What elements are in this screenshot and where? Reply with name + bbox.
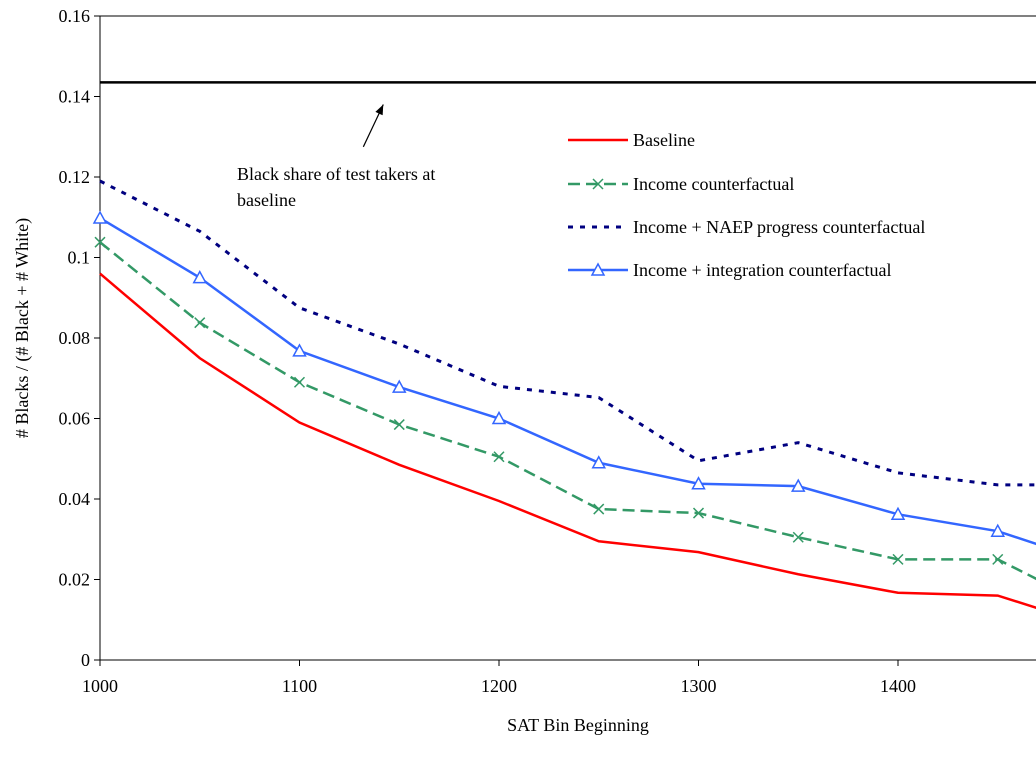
x-axis-title: SAT Bin Beginning (507, 715, 649, 735)
series-line (100, 242, 1036, 616)
y-tick-label: 0.04 (59, 489, 91, 509)
legend-item: Baseline (568, 130, 695, 150)
annotation-group: Black share of test takers at baseline (237, 105, 435, 210)
legend-item: Income counterfactual (568, 174, 794, 194)
y-tick-label: 0.1 (68, 248, 91, 268)
x-marker (394, 420, 404, 430)
x-tick-label: 1000 (82, 676, 118, 696)
x-marker (993, 554, 1003, 564)
legend: Baseline Income counterfactual Income + NA… (568, 130, 925, 280)
annotation-arrow-head (375, 105, 383, 116)
y-tick-label: 0.08 (59, 328, 91, 348)
y-tick-label: 0.14 (59, 87, 91, 107)
series-line (100, 274, 1036, 631)
series-group (94, 181, 1036, 631)
legend-label: Income + integration counterfactual (633, 260, 892, 280)
axes (94, 16, 1036, 666)
tick-labels: 0 0.02 0.04 0.06 0.08 0.1 0.12 0.14 0.16 1000 1100… (59, 6, 1036, 696)
legend-label: Income + NAEP progress counterfactual (633, 217, 925, 237)
x-tick-label: 1300 (681, 676, 717, 696)
annotation-text: baseline (237, 190, 296, 210)
legend-label: Income counterfactual (633, 174, 794, 194)
series-income-counterfactual (95, 237, 1036, 621)
y-axis-title: # Blacks / (# Black + # White) (12, 218, 33, 438)
y-tick-label: 0.12 (59, 167, 91, 187)
x-marker (594, 504, 604, 514)
x-marker (295, 377, 305, 387)
triangle-marker (194, 272, 206, 283)
legend-item: Income + NAEP progress counterfactual (568, 217, 925, 237)
y-tick-label: 0.02 (59, 570, 91, 590)
triangle-marker (94, 212, 106, 223)
x-tick-label: 1100 (282, 676, 317, 696)
annotation-text: Black share of test takers at (237, 164, 435, 184)
series-baseline (100, 274, 1036, 631)
y-tick-label: 0.06 (59, 409, 91, 429)
x-tick-label: 1400 (880, 676, 916, 696)
y-tick-label: 0.16 (59, 6, 91, 26)
legend-label: Baseline (633, 130, 695, 150)
series-income-integration-counterfactual (94, 212, 1036, 569)
legend-item: Income + integration counterfactual (568, 260, 892, 280)
x-marker (195, 318, 205, 328)
x-tick-label: 1200 (481, 676, 517, 696)
y-tick-label: 0 (81, 650, 90, 670)
